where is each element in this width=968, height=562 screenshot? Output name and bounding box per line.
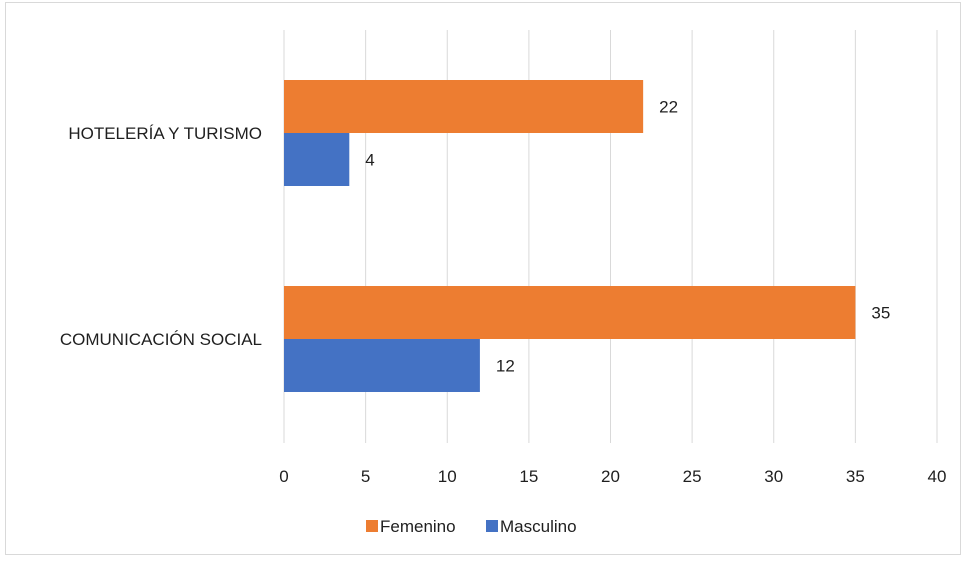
x-tick-label: 5 (361, 467, 370, 486)
x-tick-label: 30 (764, 467, 783, 486)
legend-label: Masculino (500, 517, 577, 536)
x-tick-label: 15 (519, 467, 538, 486)
x-tick-label: 35 (846, 467, 865, 486)
data-label: 4 (365, 151, 374, 170)
bar-masculino (284, 133, 350, 186)
category-label: COMUNICACIÓN SOCIAL (60, 330, 262, 349)
legend-swatch-femenino (366, 520, 378, 532)
x-tick-label: 40 (928, 467, 947, 486)
data-label: 12 (496, 357, 515, 376)
bar-femenino (284, 286, 856, 339)
x-tick-label: 20 (601, 467, 620, 486)
data-label: 22 (659, 98, 678, 117)
bar-masculino (284, 339, 480, 392)
x-tick-label: 0 (279, 467, 288, 486)
x-tick-label: 25 (683, 467, 702, 486)
bar-femenino (284, 80, 644, 133)
legend-swatch-masculino (486, 520, 498, 532)
legend-label: Femenino (380, 517, 456, 536)
data-label: 35 (871, 304, 890, 323)
category-label: HOTELERÍA Y TURISMO (68, 124, 262, 143)
x-tick-label: 10 (438, 467, 457, 486)
